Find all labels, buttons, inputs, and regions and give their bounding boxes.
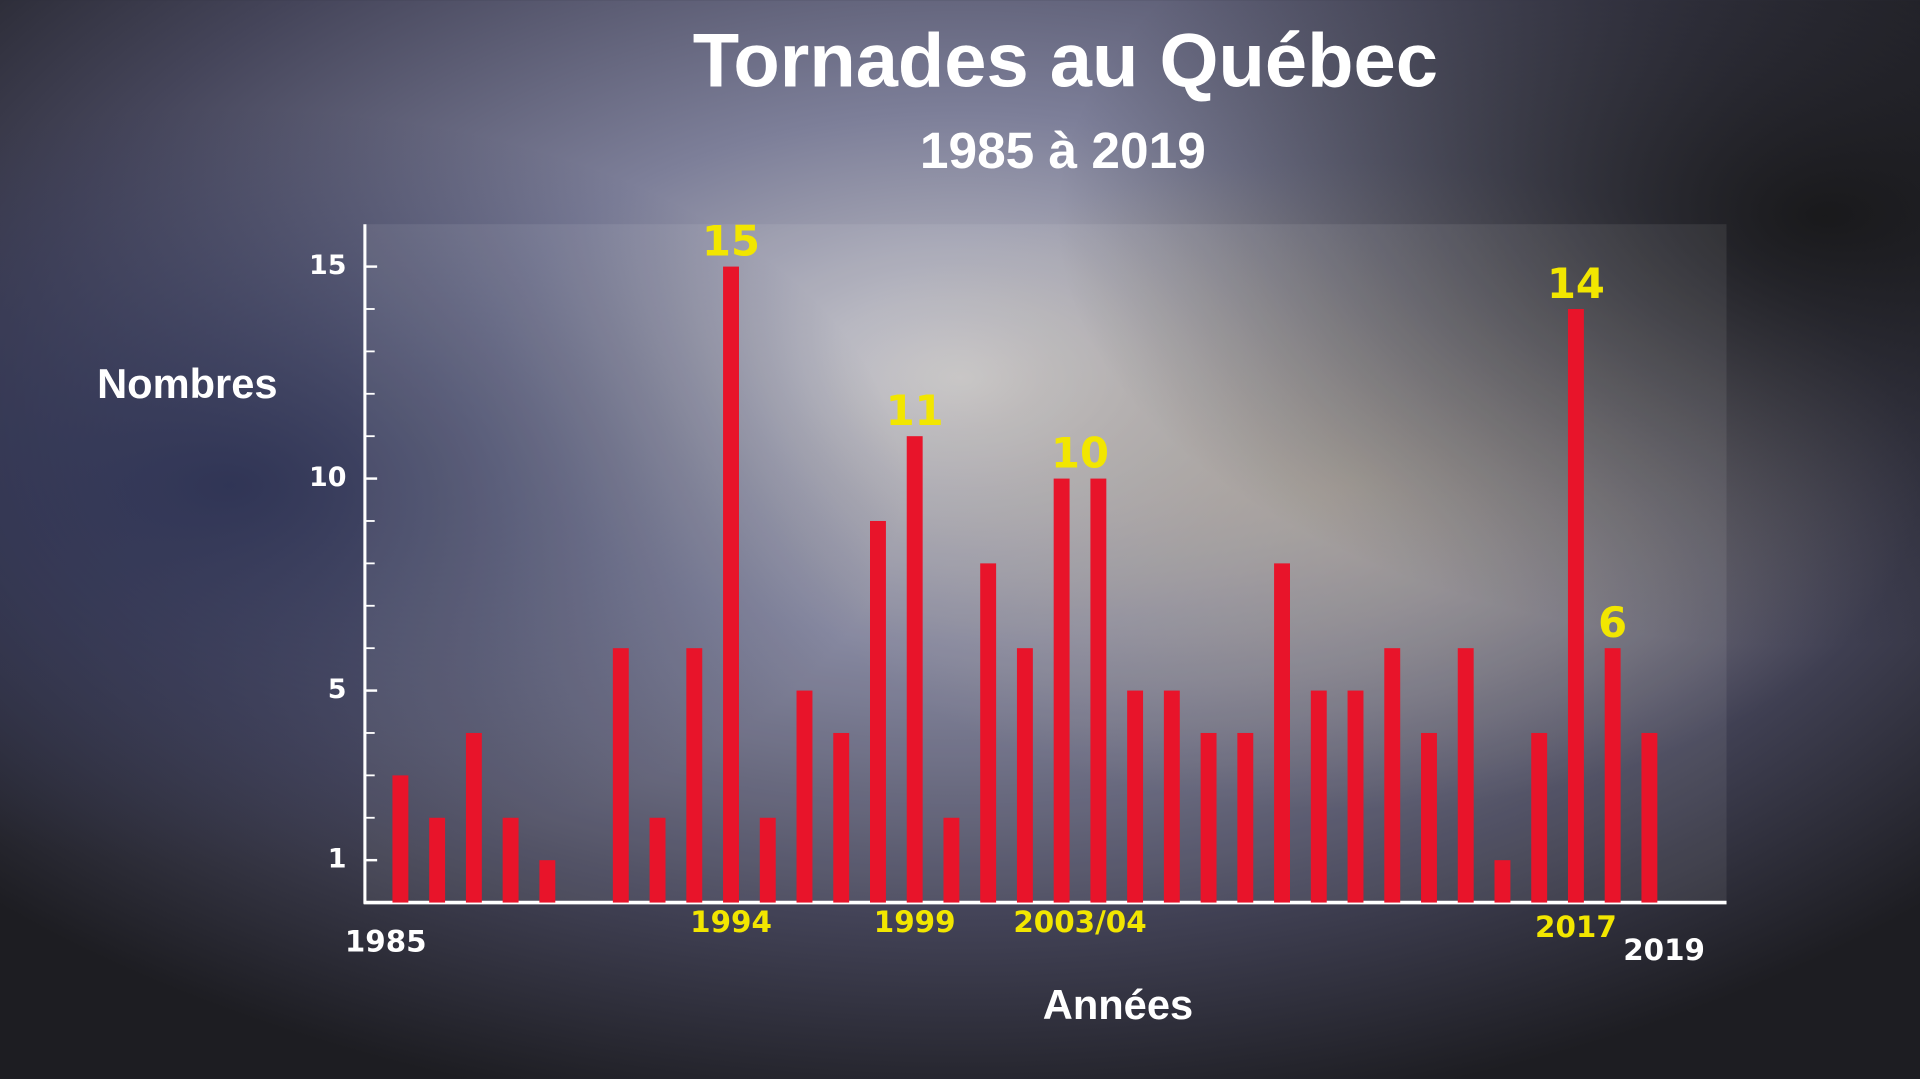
bar	[1347, 690, 1364, 903]
bar	[686, 648, 703, 903]
bar	[1200, 732, 1217, 903]
chart-title: Tornades au Québec	[693, 18, 1438, 103]
x-axis-label: Années	[1043, 981, 1193, 1028]
x-tick-label: 2019	[1623, 933, 1705, 967]
chart-subtitle: 1985 à 2019	[920, 121, 1206, 179]
y-tick-label: 10	[309, 462, 346, 493]
bar	[392, 775, 409, 903]
bar	[1053, 478, 1070, 903]
plot-area	[364, 224, 1727, 903]
bar	[1567, 308, 1584, 903]
value-label: 14	[1547, 259, 1605, 308]
bar	[1016, 648, 1033, 903]
bar	[1531, 732, 1548, 903]
value-label: 6	[1598, 598, 1627, 647]
value-label: 10	[1051, 429, 1109, 478]
value-label: 15	[702, 217, 760, 266]
x-tick-label: 1999	[874, 905, 956, 939]
bar	[612, 648, 629, 903]
bar	[1384, 648, 1401, 903]
bar	[759, 817, 776, 903]
x-tick-label: 2003/04	[1013, 905, 1146, 939]
bar	[870, 520, 886, 903]
bar	[906, 436, 923, 903]
value-label: 11	[886, 386, 944, 435]
y-axis-label: Nombres	[97, 360, 277, 407]
bar	[1090, 478, 1107, 903]
x-tick-label: 1994	[690, 905, 772, 939]
bar	[833, 732, 850, 903]
bar	[502, 817, 519, 903]
bar	[1274, 563, 1290, 903]
bar	[1421, 732, 1437, 903]
bar	[796, 690, 813, 903]
y-tick-label: 5	[328, 674, 347, 705]
bar	[1163, 690, 1180, 903]
bar	[539, 860, 556, 903]
bar	[1127, 690, 1144, 903]
x-tick-label: 1985	[345, 924, 427, 958]
y-tick-label: 15	[309, 250, 346, 281]
bar	[980, 563, 997, 903]
bar	[649, 817, 666, 903]
bar	[723, 266, 739, 903]
y-tick-label: 1	[328, 844, 347, 875]
bar	[465, 732, 482, 903]
bar	[1457, 648, 1474, 903]
bar	[943, 817, 960, 903]
bar	[1237, 732, 1254, 903]
bar	[1604, 648, 1621, 903]
bar	[429, 817, 446, 903]
bar	[1310, 690, 1327, 903]
x-tick-label: 2017	[1535, 910, 1617, 944]
bar	[1641, 732, 1658, 903]
bar	[1494, 860, 1511, 903]
